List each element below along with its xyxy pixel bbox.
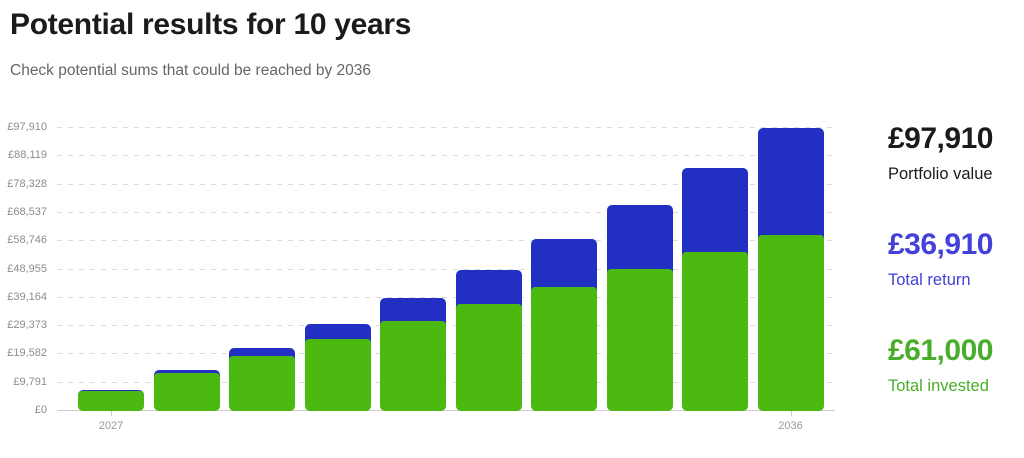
bar-segment-invested <box>455 304 522 411</box>
x-tick-label: 2036 <box>778 420 803 432</box>
bar-segment-invested <box>153 373 220 411</box>
bar-segment-return <box>682 167 748 257</box>
total-invested-amount: £61,000 <box>888 334 993 367</box>
y-tick-label: £0 <box>34 404 47 416</box>
bar-segment-invested <box>229 356 295 411</box>
bar-segment-invested <box>380 321 446 411</box>
plot-area: 2027 2036 <box>57 127 835 432</box>
bar-segment-return <box>380 298 446 326</box>
y-tick-label: £29,373 <box>7 319 47 332</box>
bar-2030[interactable] <box>304 324 371 411</box>
gridline <box>57 381 835 383</box>
y-tick-label: £58,746 <box>7 234 47 247</box>
gridline <box>57 183 835 185</box>
gridline <box>57 155 835 157</box>
results-chart: £0 £9,791 £19,582 £29,373 £39,164 £48,955 £58,… <box>0 121 835 432</box>
bar-segment-invested <box>682 252 748 411</box>
gridline <box>57 127 835 128</box>
y-tick-label: £39,164 <box>7 290 47 303</box>
bar-segment-invested <box>304 338 371 411</box>
y-tick-label: £48,955 <box>7 262 47 275</box>
y-tick-label: £78,328 <box>7 177 47 190</box>
bar-segment-return <box>757 128 824 239</box>
x-tick-label: 2027 <box>98 420 124 432</box>
x-axis-line <box>57 410 835 411</box>
bar-2029[interactable] <box>229 347 295 411</box>
bar-segment-return <box>606 204 673 274</box>
gridline <box>57 325 835 327</box>
page-subtitle: Check potential sums that could be reach… <box>10 62 372 79</box>
summary-portfolio-value: £97,910 Portfolio value <box>888 122 993 184</box>
page-title: Potential results for 10 years <box>10 8 412 41</box>
bar-2036[interactable] <box>757 128 824 411</box>
bar-2035[interactable] <box>682 167 748 411</box>
bar-2027[interactable] <box>78 389 144 411</box>
portfolio-value-amount: £97,910 <box>888 122 993 155</box>
bar-2028[interactable] <box>153 369 220 411</box>
bar-segment-invested <box>757 234 824 411</box>
y-tick-label: £88,119 <box>8 149 47 162</box>
bar-2031[interactable] <box>380 298 446 411</box>
x-tick <box>111 411 112 416</box>
portfolio-value-label: Portfolio value <box>888 165 993 183</box>
summary-total-invested: £61,000 Total invested <box>888 334 993 396</box>
total-return-amount: £36,910 <box>888 228 993 261</box>
gridline <box>57 240 835 242</box>
total-invested-label: Total invested <box>888 377 989 395</box>
y-tick-label: £97,910 <box>7 121 47 133</box>
bar-2034[interactable] <box>606 204 673 411</box>
y-tick-label: £9,791 <box>13 375 47 388</box>
gridline <box>57 211 835 213</box>
y-tick-label: £68,537 <box>7 205 47 218</box>
bar-2033[interactable] <box>531 238 597 411</box>
y-axis-labels: £0 £9,791 £19,582 £29,373 £39,164 £48,955 £58,… <box>0 121 47 416</box>
bar-2032[interactable] <box>455 269 522 411</box>
gridline <box>57 268 835 270</box>
total-return-label: Total return <box>888 271 971 289</box>
bar-segment-invested <box>531 286 597 411</box>
bar-segment-invested <box>606 269 673 411</box>
bar-segment-return <box>455 269 522 309</box>
bar-segment-invested <box>78 390 144 411</box>
bar-segment-return <box>304 324 371 343</box>
summary-panel: £97,910 Portfolio value £36,910 Total re… <box>888 122 1024 422</box>
summary-total-return: £36,910 Total return <box>888 228 993 290</box>
bar-segment-return <box>531 238 597 291</box>
gridline <box>57 296 835 298</box>
gridline <box>57 353 835 355</box>
x-tick <box>790 411 792 416</box>
y-tick-label: £19,582 <box>7 347 47 360</box>
